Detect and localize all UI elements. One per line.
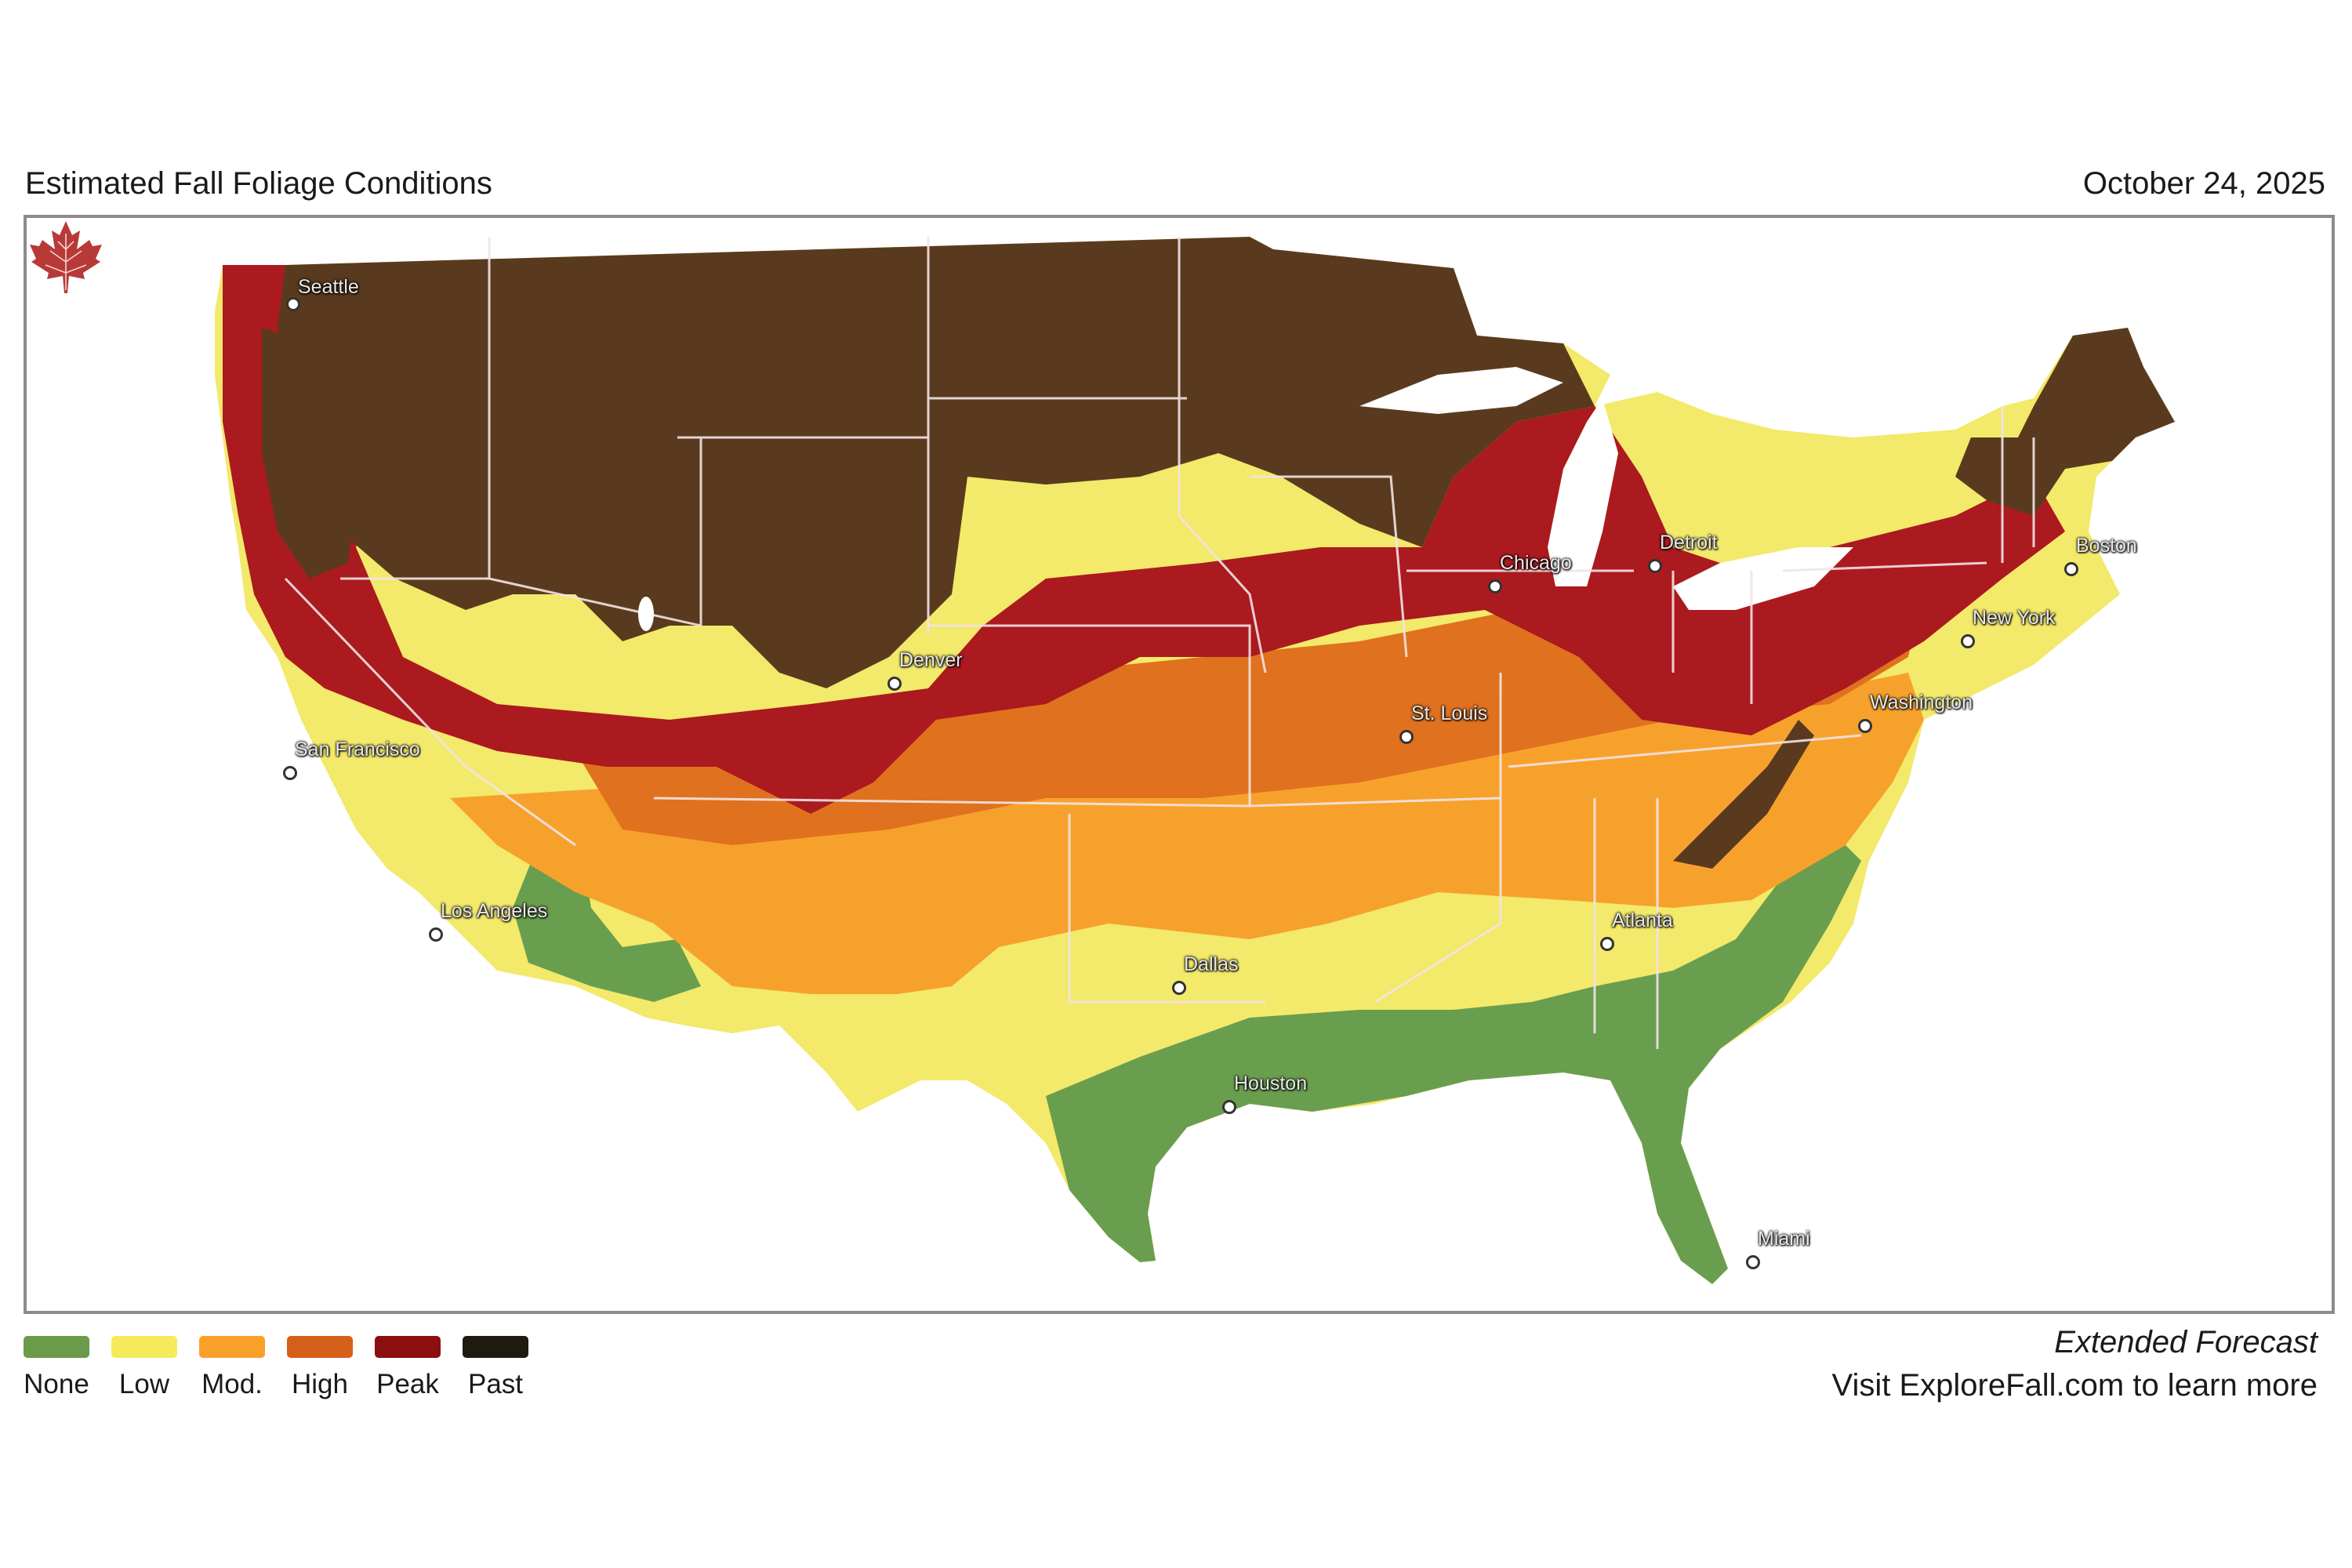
legend: None Low Mod. High Peak Past xyxy=(24,1336,528,1400)
legend-swatch xyxy=(111,1336,177,1358)
city-dot-icon xyxy=(1172,981,1186,995)
city-dot-icon xyxy=(1222,1100,1236,1114)
legend-item-low: Low xyxy=(111,1336,177,1400)
lake-erie-huron xyxy=(1673,547,1853,610)
zone-none xyxy=(1046,829,1861,1284)
zone-past-west xyxy=(262,328,356,579)
explorefall-link-text: Visit ExploreFall.com to learn more xyxy=(1831,1368,2318,1403)
city-dot-icon xyxy=(887,677,902,691)
city-dot-icon xyxy=(1858,719,1872,733)
city-dot-icon xyxy=(1746,1255,1760,1269)
legend-swatch xyxy=(24,1336,89,1358)
zone-moderate xyxy=(450,673,1924,994)
great-salt-lake xyxy=(638,597,654,631)
lake-superior xyxy=(1359,367,1563,414)
legend-swatch xyxy=(287,1336,353,1358)
state-borders xyxy=(284,237,2035,1049)
city-dot-icon xyxy=(1600,937,1614,951)
map-date: October 24, 2025 xyxy=(2082,166,2325,201)
zone-past-appalachia xyxy=(1673,720,1814,869)
city-dot-icon xyxy=(1399,730,1414,744)
zone-past xyxy=(278,237,1595,688)
map-title: Estimated Fall Foliage Conditions xyxy=(25,166,492,201)
legend-swatch xyxy=(375,1336,441,1358)
zone-past-northeast xyxy=(1955,328,2175,516)
city-dot-icon xyxy=(429,927,443,942)
zone-peak xyxy=(223,265,2065,814)
legend-item-moderate: Mod. xyxy=(199,1336,265,1400)
legend-swatch xyxy=(463,1336,528,1358)
legend-swatch xyxy=(199,1336,265,1358)
legend-item-peak: Peak xyxy=(375,1336,441,1400)
forecast-label: Extended Forecast xyxy=(2054,1325,2318,1359)
city-dot-icon xyxy=(283,766,297,780)
legend-item-past: Past xyxy=(463,1336,528,1400)
maple-leaf-icon xyxy=(30,221,102,293)
legend-item-none: None xyxy=(24,1336,89,1400)
city-dot-icon xyxy=(1648,559,1662,573)
city-dot-icon xyxy=(2064,562,2078,576)
us-foliage-map xyxy=(215,237,2175,1284)
legend-item-high: High xyxy=(287,1336,353,1400)
city-dot-icon xyxy=(1488,579,1502,593)
city-dot-icon xyxy=(286,297,300,311)
map-frame: Seattle San Francisco Los Angeles Denver… xyxy=(24,215,2335,1314)
lake-michigan xyxy=(1548,398,1618,586)
city-dot-icon xyxy=(1961,634,1975,648)
